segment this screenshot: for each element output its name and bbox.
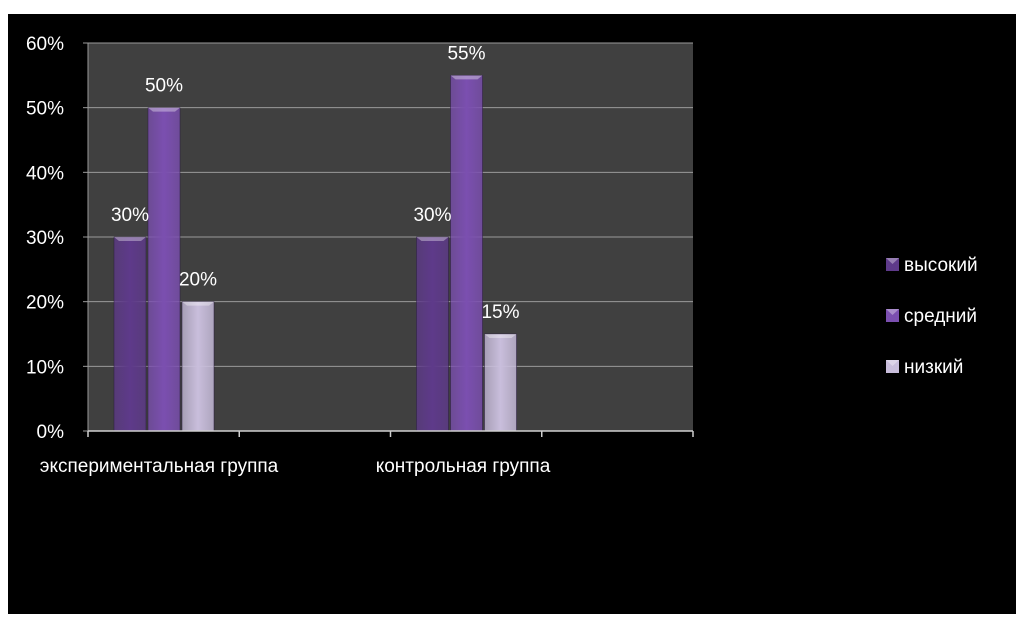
data-label: 20%: [179, 270, 217, 291]
category-labels: экспериментальная группа контрольная груп…: [40, 456, 551, 477]
y-tick-label: 20%: [26, 293, 64, 314]
legend-swatch: [886, 258, 899, 271]
bar-bevel: [182, 301, 214, 306]
legend-label: высокий: [904, 255, 978, 276]
data-label: 50%: [145, 76, 183, 97]
bar-chart: 0%10%20%30%40%50%60% 30%50%20%30%55%15% …: [26, 34, 978, 477]
category-label: экспериментальная группа: [40, 456, 279, 477]
legend-label: средний: [904, 306, 977, 327]
y-tick-label: 10%: [26, 357, 64, 378]
bar-bevel: [484, 334, 517, 338]
bar-низкий-2: [484, 333, 517, 432]
y-tick-label: 40%: [26, 163, 64, 184]
bar-средний-1: [147, 107, 181, 432]
bar-высокий-1: [113, 236, 147, 432]
data-label: 15%: [481, 302, 519, 323]
legend-swatch-bevel: [886, 360, 899, 366]
y-tick-label: 50%: [26, 99, 64, 120]
legend-swatch: [886, 309, 899, 322]
bars: [113, 75, 517, 432]
legend-swatch: [886, 360, 899, 373]
y-tick-label: 0%: [37, 422, 65, 443]
legend-swatch-bevel: [886, 309, 899, 315]
y-tick-label: 60%: [26, 34, 64, 55]
bar-высокий-2: [416, 236, 449, 432]
bar-средний-2: [450, 75, 483, 432]
x-axis: [87, 430, 694, 437]
data-label: 55%: [447, 43, 485, 64]
data-label: 30%: [111, 205, 149, 226]
y-tick-label: 30%: [26, 228, 64, 249]
legend-swatch-bevel: [886, 258, 899, 264]
data-label: 30%: [413, 205, 451, 226]
bar-bevel: [114, 237, 146, 241]
y-axis-tick-labels: 0% 10% 20% 30% 40% 50% 60%: [26, 34, 64, 443]
chart-frame: 0% 10% 20% 30% 40% 50% 60% 30% 50% 20% 30% 55% 15% …: [8, 14, 1016, 614]
legend-label: низкий: [904, 357, 963, 378]
category-label: контрольная группа: [376, 456, 551, 477]
bar-bevel: [148, 107, 180, 112]
data-labels: 30% 50% 20% 30% 55% 15%: [111, 43, 520, 323]
bar-bevel: [416, 237, 449, 241]
bar-низкий-1: [181, 301, 215, 432]
legend: высокий средний низкий: [886, 255, 978, 378]
bar-bevel: [450, 75, 483, 80]
